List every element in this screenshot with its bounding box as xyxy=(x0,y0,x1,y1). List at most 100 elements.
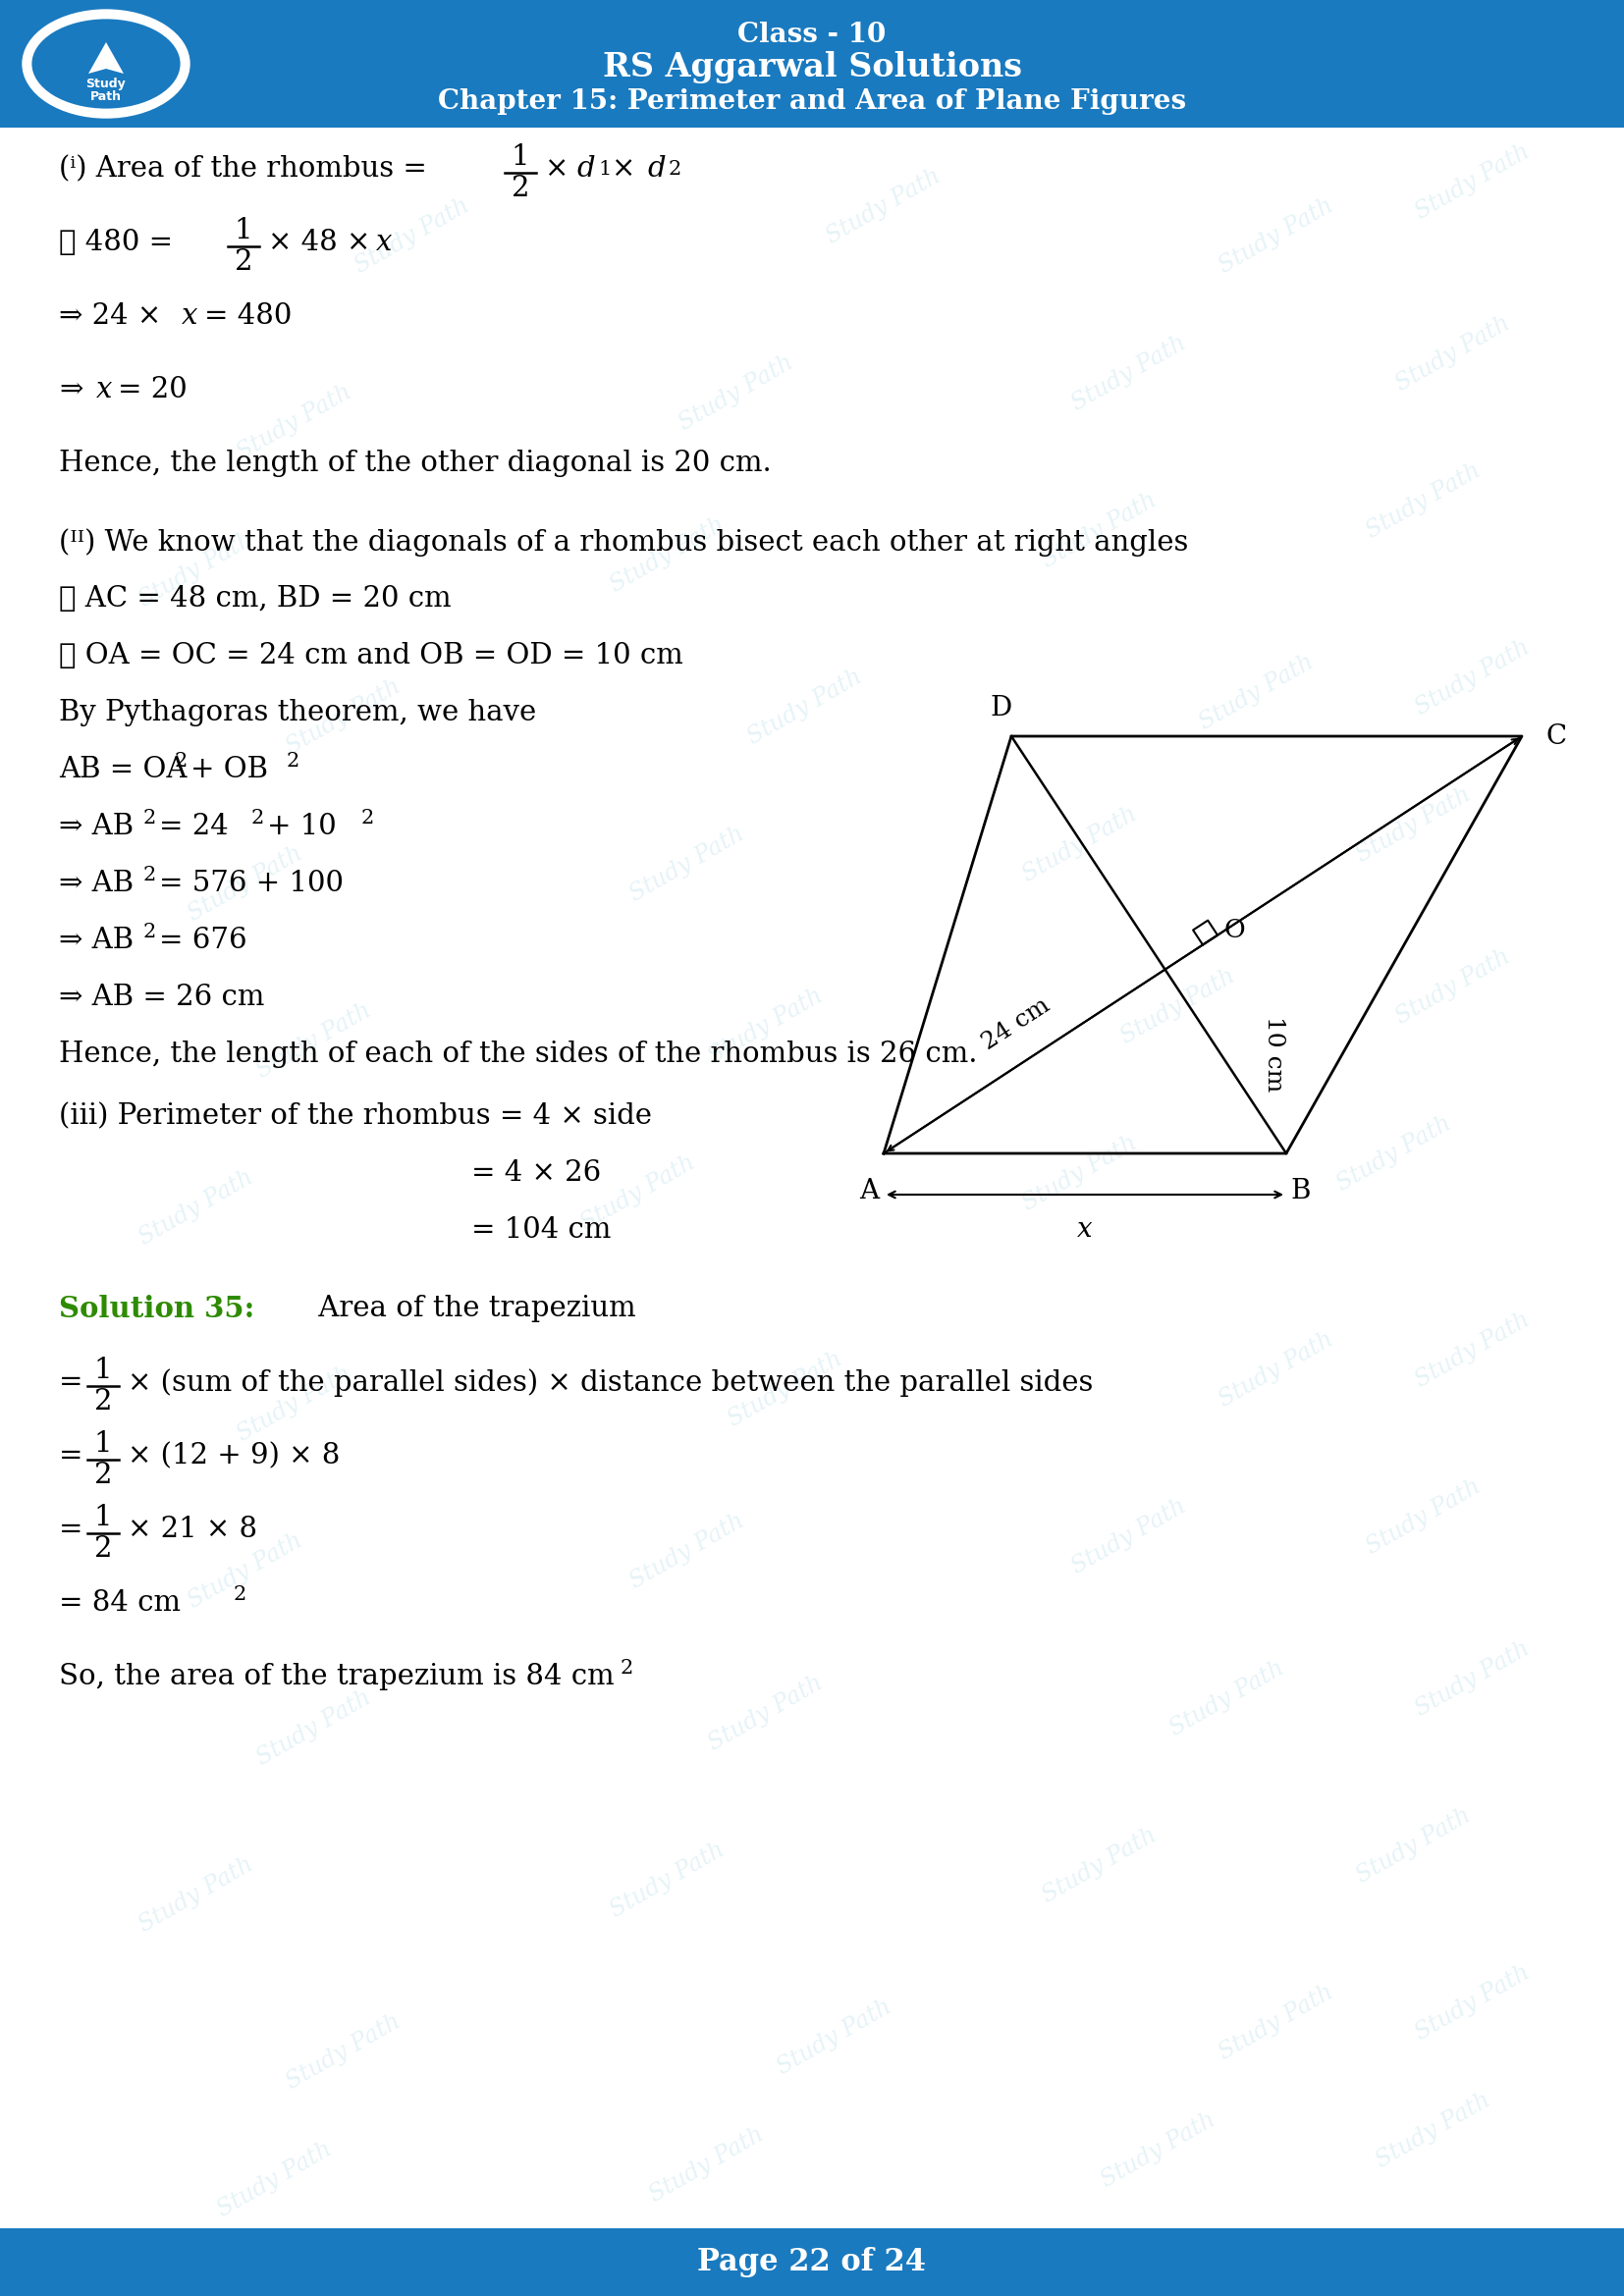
Text: = 576 + 100: = 576 + 100 xyxy=(159,870,344,898)
Text: (ᴵᴵ) We know that the diagonals of a rhombus bisect each other at right angles: (ᴵᴵ) We know that the diagonals of a rho… xyxy=(58,528,1189,556)
Text: Study: Study xyxy=(86,78,127,90)
Text: Study Path: Study Path xyxy=(1392,944,1514,1029)
Text: x: x xyxy=(182,303,198,331)
Text: Study Path: Study Path xyxy=(822,165,945,248)
Text: Study Path: Study Path xyxy=(724,1348,846,1430)
Text: Study Path: Study Path xyxy=(1166,1655,1288,1740)
Text: Hence, the length of the other diagonal is 20 cm.: Hence, the length of the other diagonal … xyxy=(58,450,771,478)
Text: Study Path: Study Path xyxy=(1411,1309,1535,1391)
Text: = 104 cm: = 104 cm xyxy=(471,1217,611,1244)
Text: 2: 2 xyxy=(234,1584,247,1605)
Text: Study Path: Study Path xyxy=(1353,783,1475,866)
Text: ⇒ AB: ⇒ AB xyxy=(58,813,133,840)
Text: ⇒ AB: ⇒ AB xyxy=(58,928,133,955)
Text: Study Path: Study Path xyxy=(1018,1132,1142,1215)
Text: × (12 + 9) × 8: × (12 + 9) × 8 xyxy=(128,1442,339,1469)
Text: Study Path: Study Path xyxy=(1069,331,1190,416)
Text: 1: 1 xyxy=(94,1430,112,1458)
Text: Study Path: Study Path xyxy=(135,528,258,611)
Text: 2: 2 xyxy=(143,866,156,884)
Text: 1: 1 xyxy=(94,1504,112,1531)
Text: C: C xyxy=(1546,723,1567,748)
Text: × 21 × 8: × 21 × 8 xyxy=(128,1515,257,1543)
Text: Study Path: Study Path xyxy=(1372,2089,1494,2172)
Text: + OB: + OB xyxy=(190,755,268,783)
Text: 2: 2 xyxy=(620,1660,633,1678)
Text: Study Path: Study Path xyxy=(1363,459,1484,542)
Text: Study Path: Study Path xyxy=(234,381,356,464)
Text: Page 22 of 24: Page 22 of 24 xyxy=(698,2245,926,2278)
Text: By Pythagoras theorem, we have: By Pythagoras theorem, we have xyxy=(58,698,536,726)
Text: Study Path: Study Path xyxy=(1195,650,1319,735)
Text: Study Path: Study Path xyxy=(283,2009,404,2094)
Text: 2: 2 xyxy=(287,751,300,771)
Text: Study Path: Study Path xyxy=(184,1529,307,1612)
Ellipse shape xyxy=(31,18,182,110)
Text: 2: 2 xyxy=(175,751,188,771)
Text: Study Path: Study Path xyxy=(283,675,404,758)
Text: Study Path: Study Path xyxy=(1069,1495,1190,1577)
Text: Study Path: Study Path xyxy=(1392,312,1514,395)
Bar xyxy=(0,0,1624,129)
Text: Study Path: Study Path xyxy=(705,1671,827,1754)
Text: = 480: = 480 xyxy=(205,303,292,331)
Text: Study Path: Study Path xyxy=(1098,2108,1220,2193)
Text: ∴ 480 =: ∴ 480 = xyxy=(58,230,172,257)
Text: ×: × xyxy=(612,156,635,184)
Text: 2: 2 xyxy=(512,174,529,202)
Text: Class - 10: Class - 10 xyxy=(737,21,887,48)
Text: Study Path: Study Path xyxy=(1117,964,1239,1047)
Text: (ⁱ) Area of the rhombus =: (ⁱ) Area of the rhombus = xyxy=(58,156,437,184)
Text: 10 cm: 10 cm xyxy=(1263,1017,1285,1093)
Text: Study Path: Study Path xyxy=(351,193,474,278)
Text: Study Path: Study Path xyxy=(646,2122,768,2206)
Text: ×: × xyxy=(546,156,568,184)
Text: =: = xyxy=(58,1442,83,1469)
Text: = 676: = 676 xyxy=(159,928,247,955)
Text: 2: 2 xyxy=(234,248,253,276)
Text: 2: 2 xyxy=(361,808,375,827)
Text: Study Path: Study Path xyxy=(676,351,797,434)
Text: Study Path: Study Path xyxy=(253,999,375,1081)
Text: ⇒ 24 ×: ⇒ 24 × xyxy=(58,303,161,331)
Text: =: = xyxy=(58,1368,83,1396)
Text: 2: 2 xyxy=(94,1536,112,1564)
Bar xyxy=(0,2229,1624,2296)
Text: ⇒: ⇒ xyxy=(58,377,83,404)
Text: Study Path: Study Path xyxy=(253,1685,375,1770)
Text: Study Path: Study Path xyxy=(135,1166,258,1249)
Text: = 84 cm: = 84 cm xyxy=(58,1589,180,1616)
Text: Study Path: Study Path xyxy=(1333,1111,1455,1196)
Text: = 20: = 20 xyxy=(119,377,187,404)
Text: Hence, the length of each of the sides of the rhombus is 26 cm.: Hence, the length of each of the sides o… xyxy=(58,1040,978,1068)
Text: 1: 1 xyxy=(512,142,529,170)
Text: 2: 2 xyxy=(143,808,156,827)
Text: O: O xyxy=(1224,918,1246,941)
Text: Study Path: Study Path xyxy=(606,1839,729,1922)
Text: 2: 2 xyxy=(94,1463,112,1490)
Text: 24 cm: 24 cm xyxy=(978,994,1054,1054)
Text: x: x xyxy=(96,377,112,404)
Text: RS Aggarwal Solutions: RS Aggarwal Solutions xyxy=(603,51,1021,83)
Text: Study Path: Study Path xyxy=(577,1150,700,1235)
Text: B: B xyxy=(1291,1178,1311,1205)
Text: ∴ AC = 48 cm, BD = 20 cm: ∴ AC = 48 cm, BD = 20 cm xyxy=(58,585,451,613)
Text: Study Path: Study Path xyxy=(1038,489,1161,572)
Text: Study Path: Study Path xyxy=(1215,1979,1338,2064)
Ellipse shape xyxy=(23,9,190,117)
Text: Study Path: Study Path xyxy=(627,1508,749,1593)
Text: Solution 35:: Solution 35: xyxy=(58,1295,255,1322)
Text: AB = OA: AB = OA xyxy=(58,755,187,783)
Text: Chapter 15: Perimeter and Area of Plane Figures: Chapter 15: Perimeter and Area of Plane … xyxy=(438,87,1186,115)
Text: x: x xyxy=(1077,1217,1093,1242)
Text: 2: 2 xyxy=(252,808,265,827)
Text: Path: Path xyxy=(91,90,122,103)
Text: (iii) Perimeter of the rhombus = 4 × side: (iii) Perimeter of the rhombus = 4 × sid… xyxy=(58,1102,651,1130)
Text: ⇒ AB: ⇒ AB xyxy=(58,870,133,898)
Text: × 48 ×: × 48 × xyxy=(268,230,370,257)
Text: Study Path: Study Path xyxy=(1411,636,1535,719)
Text: × (sum of the parallel sides) × distance between the parallel sides: × (sum of the parallel sides) × distance… xyxy=(128,1368,1093,1396)
Text: Study Path: Study Path xyxy=(1018,801,1142,886)
Text: = 4 × 26: = 4 × 26 xyxy=(471,1159,601,1187)
Text: Study Path: Study Path xyxy=(773,1995,896,2078)
